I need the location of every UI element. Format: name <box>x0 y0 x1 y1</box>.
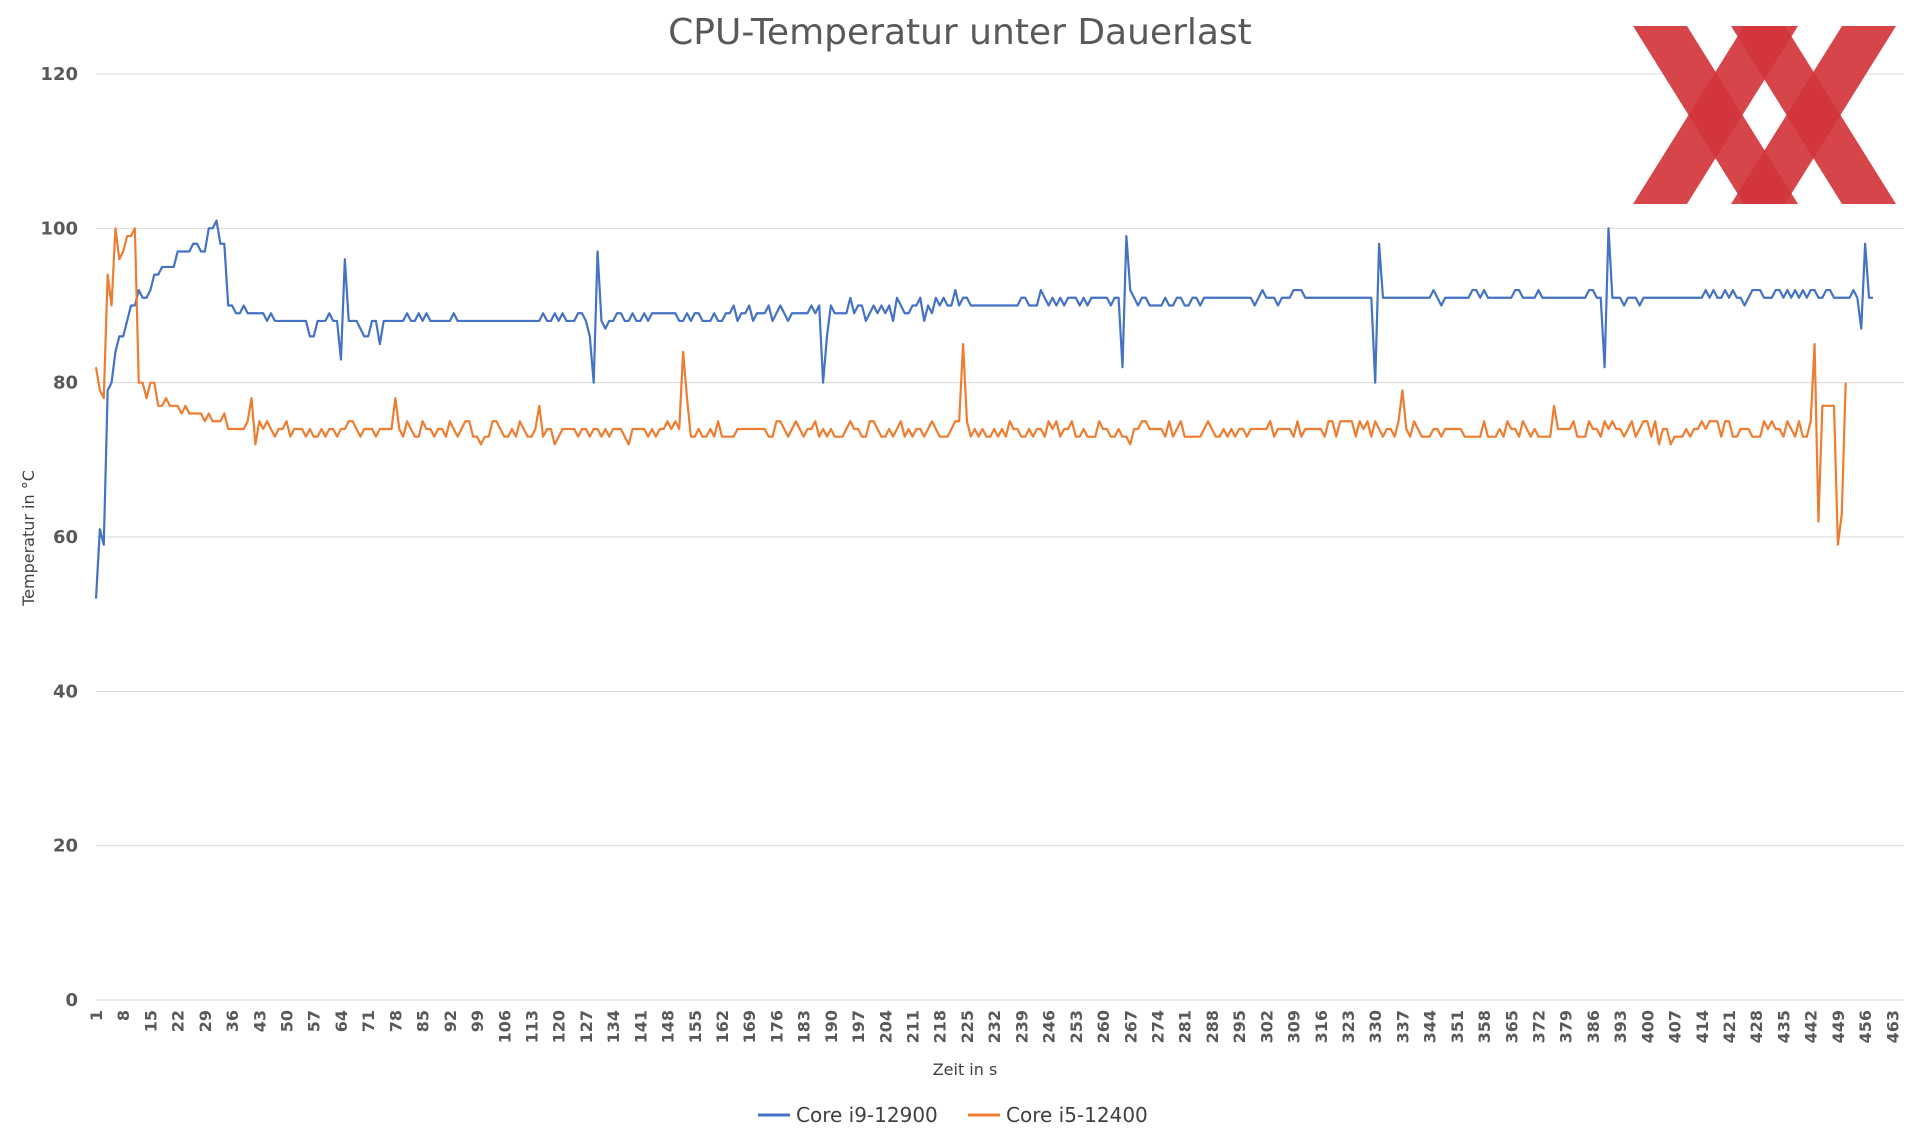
x-tick-label: 393 <box>1611 1010 1630 1043</box>
x-tick-label: 260 <box>1094 1010 1113 1043</box>
x-tick-label: 8 <box>114 1010 133 1021</box>
x-tick-label: 134 <box>604 1010 623 1043</box>
x-tick-label: 449 <box>1829 1010 1848 1043</box>
x-tick-label: 120 <box>550 1010 569 1043</box>
x-tick-label: 155 <box>686 1010 705 1043</box>
x-tick-label: 211 <box>904 1010 923 1043</box>
y-tick-label: 60 <box>53 527 78 548</box>
x-tick-label: 232 <box>985 1010 1004 1043</box>
legend: Core i9-12900 Core i5-12400 <box>758 1103 1148 1127</box>
legend-label-core-i9-12900: Core i9-12900 <box>796 1103 938 1127</box>
x-tick-label: 204 <box>876 1010 895 1043</box>
y-tick-label: 120 <box>40 64 78 85</box>
y-tick-label: 40 <box>53 681 78 702</box>
x-tick-label: 337 <box>1393 1010 1412 1043</box>
x-tick-label: 1 <box>87 1010 106 1021</box>
x-tick-label: 323 <box>1339 1010 1358 1043</box>
x-tick-label: 127 <box>577 1010 596 1043</box>
y-axis-label: Temperatur in °C <box>19 470 38 607</box>
x-tick-label: 36 <box>223 1010 242 1032</box>
xx-logo <box>1633 26 1896 204</box>
x-tick-label: 372 <box>1530 1010 1549 1043</box>
x-tick-label: 358 <box>1475 1010 1494 1043</box>
x-tick-label: 421 <box>1720 1010 1739 1043</box>
series-line-core-i5-12400 <box>94 227 1847 546</box>
x-tick-label: 43 <box>250 1010 269 1032</box>
series-line-core-i9-12900 <box>94 219 1873 599</box>
x-tick-label: 267 <box>1121 1010 1140 1043</box>
y-tick-label: 0 <box>65 990 78 1011</box>
x-tick-label: 295 <box>1230 1010 1249 1043</box>
x-tick-label: 169 <box>740 1010 759 1043</box>
x-tick-label: 246 <box>1040 1010 1059 1043</box>
x-tick-label: 57 <box>305 1010 324 1032</box>
x-tick-labels: 1 8 15 22 29 36 43 50 57 64 71 78 85 92 99 106 113 120 127… <box>87 1010 1902 1043</box>
legend-label-core-i5-12400: Core i5-12400 <box>1006 1103 1148 1127</box>
x-tick-label: 309 <box>1285 1010 1304 1043</box>
x-axis-label: Zeit in s <box>933 1060 998 1079</box>
chart-title: CPU-Temperatur unter Dauerlast <box>668 12 1252 53</box>
x-tick-label: 162 <box>713 1010 732 1043</box>
x-tick-label: 218 <box>931 1010 950 1043</box>
y-tick-label: 20 <box>53 836 78 857</box>
x-tick-label: 288 <box>1203 1010 1222 1043</box>
x-tick-label: 197 <box>849 1010 868 1043</box>
xx-logo-stroke <box>1633 26 1798 204</box>
x-tick-label: 176 <box>767 1010 786 1043</box>
x-tick-label: 29 <box>196 1010 215 1032</box>
x-tick-label: 274 <box>1148 1010 1167 1043</box>
x-tick-label: 407 <box>1666 1010 1685 1043</box>
x-tick-label: 253 <box>1067 1010 1086 1043</box>
x-tick-label: 225 <box>958 1010 977 1043</box>
x-tick-label: 50 <box>278 1010 297 1032</box>
x-tick-label: 379 <box>1557 1010 1576 1043</box>
x-tick-label: 351 <box>1448 1010 1467 1043</box>
x-tick-label: 190 <box>822 1010 841 1043</box>
x-tick-label: 330 <box>1366 1010 1385 1043</box>
x-tick-label: 400 <box>1638 1010 1657 1043</box>
xx-logo-stroke <box>1731 26 1896 204</box>
y-tick-label: 80 <box>53 373 78 394</box>
x-tick-label: 183 <box>795 1010 814 1043</box>
x-tick-label: 22 <box>169 1010 188 1032</box>
x-tick-label: 78 <box>386 1010 405 1032</box>
x-tick-label: 463 <box>1883 1010 1902 1043</box>
gridlines <box>96 73 1904 1001</box>
x-tick-label: 435 <box>1774 1010 1793 1043</box>
x-tick-label: 365 <box>1502 1010 1521 1043</box>
x-tick-label: 442 <box>1802 1010 1821 1043</box>
x-tick-label: 281 <box>1176 1010 1195 1043</box>
x-tick-label: 71 <box>359 1010 378 1032</box>
y-tick-label: 100 <box>40 218 78 239</box>
x-tick-label: 85 <box>414 1010 433 1032</box>
x-tick-label: 141 <box>631 1010 650 1043</box>
x-tick-label: 239 <box>1012 1010 1031 1043</box>
x-tick-label: 386 <box>1584 1010 1603 1043</box>
x-tick-label: 106 <box>495 1010 514 1043</box>
x-tick-label: 428 <box>1747 1010 1766 1043</box>
y-tick-labels: 0 20 40 60 80 100 120 <box>40 64 78 1011</box>
x-tick-label: 148 <box>659 1010 678 1043</box>
x-tick-label: 414 <box>1693 1010 1712 1043</box>
x-tick-label: 344 <box>1421 1010 1440 1043</box>
x-tick-label: 113 <box>522 1010 541 1043</box>
x-tick-label: 64 <box>332 1010 351 1032</box>
x-tick-label: 92 <box>441 1010 460 1032</box>
x-tick-label: 99 <box>468 1010 487 1032</box>
x-tick-label: 302 <box>1257 1010 1276 1043</box>
x-tick-label: 15 <box>141 1010 160 1032</box>
x-tick-label: 456 <box>1856 1010 1875 1043</box>
x-tick-label: 316 <box>1312 1010 1331 1043</box>
series-lines <box>94 219 1873 599</box>
